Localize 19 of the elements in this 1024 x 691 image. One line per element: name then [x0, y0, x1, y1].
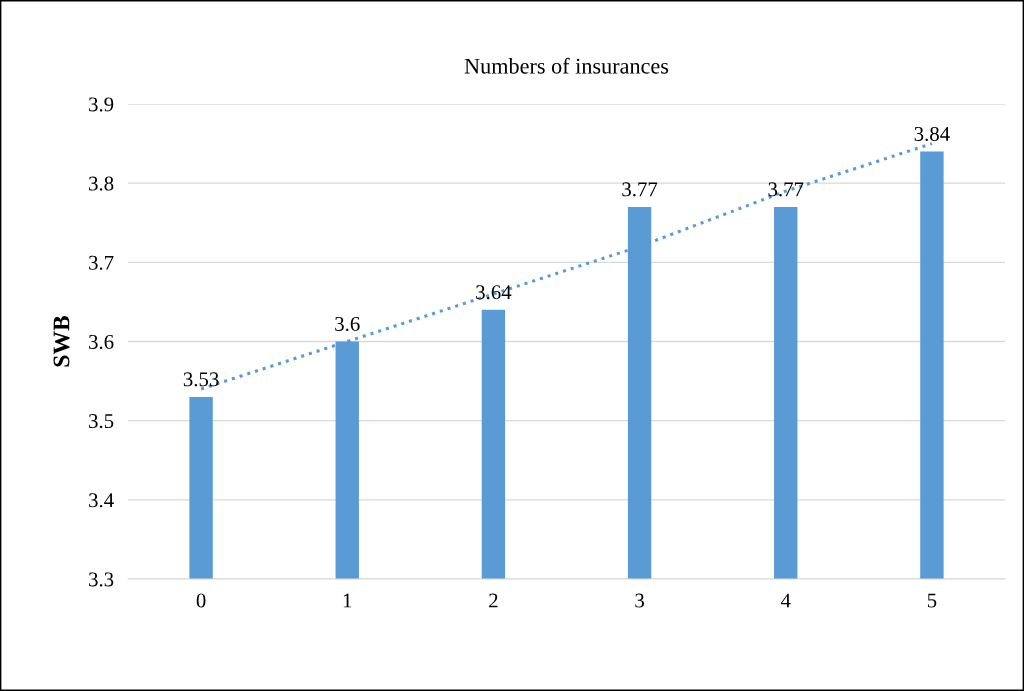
y-tick-label: 3.5: [89, 414, 114, 429]
data-label: 3.53: [183, 372, 219, 387]
chart-title: Numbers of insurances: [464, 57, 669, 74]
data-label: 3.6: [335, 316, 360, 332]
data-label: 3.84: [914, 126, 950, 142]
y-tick-label: 3.9: [89, 97, 114, 112]
x-tick-label: 0: [196, 593, 206, 608]
y-axis-title: SWB: [53, 315, 70, 367]
data-label: 3.77: [622, 182, 658, 197]
y-tick-label: 3.8: [89, 176, 114, 191]
x-tick-label: 5: [927, 593, 937, 608]
x-tick-label: 1: [343, 593, 352, 608]
x-tick-label: 2: [489, 593, 498, 608]
y-tick-label: 3.7: [89, 255, 114, 270]
y-tick-label: 3.3: [89, 572, 114, 587]
y-tick-label: 3.6: [89, 334, 114, 350]
y-tick-label: 3.4: [89, 493, 114, 508]
x-tick-label: 4: [780, 593, 791, 608]
x-tick-label: 3: [635, 593, 644, 608]
